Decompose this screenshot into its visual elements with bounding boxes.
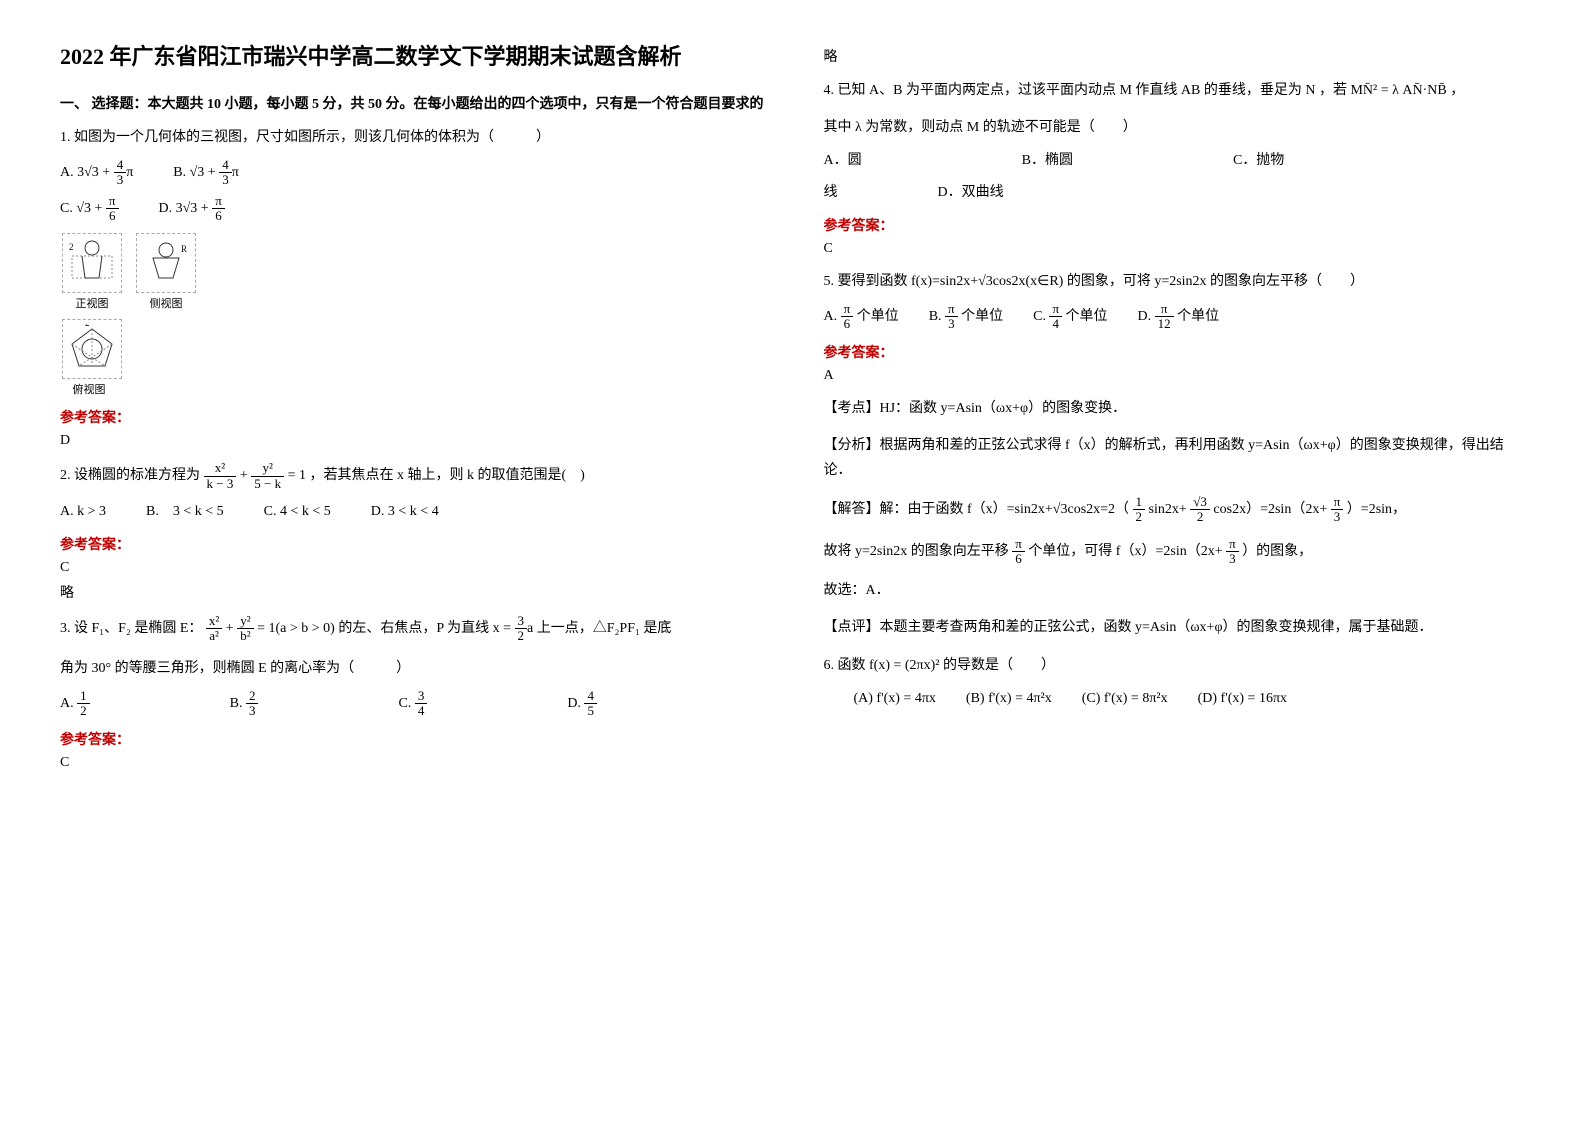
q6-opts: (A) f'(x) = 4πx (B) f'(x) = 4π²x (C) f'(… <box>824 686 1528 711</box>
q3-opts: A. 12 B. 23 C. 34 D. 45 <box>60 689 764 719</box>
q3-opt-a: A. 12 <box>60 689 90 719</box>
q3-suffix: 上一点，△F₂PF₁ 是底 <box>537 621 672 636</box>
q6-opt-b: (B) f'(x) = 4π²x <box>966 686 1052 711</box>
q1-ans: D <box>60 433 764 449</box>
q1-opt-b: B. √3 + 43π <box>173 158 239 188</box>
q4-line2: 其中 λ 为常数，则动点 M 的轨迹不可能是（ ） <box>824 115 1528 140</box>
q3-opt-c: C. 34 <box>398 689 427 719</box>
q3-formula2: x = 32a <box>493 614 534 644</box>
q3-mid: 的左、右焦点，P 为直线 <box>338 621 492 636</box>
q4-ans: C <box>824 241 1528 257</box>
svg-text:2: 2 <box>69 242 74 252</box>
q5-opt-d: D. π12 个单位 <box>1138 302 1220 332</box>
q4-opt-d: D．双曲线 <box>938 180 1004 205</box>
top-view-icon: 2 <box>62 319 122 379</box>
q5-ans: A <box>824 368 1528 384</box>
section-heading: 一、 选择题：本大题共 10 小题，每小题 5 分，共 50 分。在每小题给出的… <box>60 93 764 113</box>
q3-stem: 3. 设 F₁、F₂ 是椭圆 E： x²a² + y²b² = 1(a > b … <box>60 614 764 644</box>
q5-stem: 5. 要得到函数 f(x)=sin2x+√3cos2x(x∈R) 的图象，可将 … <box>824 269 1528 294</box>
q5-sol2: 【分析】根据两角和差的正弦公式求得 f（x）的解析式，再利用函数 y=Asin（… <box>824 433 1528 483</box>
q2-opt-a: A. k > 3 <box>60 499 106 524</box>
q5-opt-b: B. π3 个单位 <box>929 302 1003 332</box>
side-view-icon: R <box>136 233 196 293</box>
q6-opt-c: (C) f'(x) = 8π²x <box>1082 686 1168 711</box>
q1-diagrams: 2 正视图 R 侧视图 2 俯视图 <box>60 231 764 397</box>
q1-opt-a: A. 3√3 + 43π <box>60 158 133 188</box>
col2-note: 略 <box>824 46 1528 66</box>
q2-ans-label: 参考答案： <box>60 534 764 554</box>
q4-opt-a: A．圆 <box>824 148 862 173</box>
q5-sol3: 【解答】解：由于函数 f（x）=sin2x+√3cos2x=2（ 12 sin2… <box>824 495 1528 525</box>
q3-prefix: 3. 设 F₁、F₂ 是椭圆 E： <box>60 621 202 636</box>
q4-ans-label: 参考答案： <box>824 215 1528 235</box>
front-view-icon: 2 <box>62 233 122 293</box>
left-column: 2022 年广东省阳江市瑞兴中学高二数学文下学期期末试题含解析 一、 选择题：本… <box>60 40 764 1082</box>
q6-stem: 6. 函数 f(x) = (2πx)² 的导数是（ ） <box>824 653 1528 678</box>
front-view-label: 正视图 <box>60 295 124 311</box>
q3-opt-d: D. 45 <box>567 689 597 719</box>
top-view-label: 俯视图 <box>60 381 118 397</box>
q3-opt-b: B. 23 <box>230 689 259 719</box>
q1-opts: A. 3√3 + 43π B. √3 + 43π C. √3 + π6 D. 3… <box>60 158 764 223</box>
q2-ans: C <box>60 560 764 576</box>
q1-stem: 1. 如图为一个几何体的三视图，尺寸如图所示，则该几何体的体积为（ ） <box>60 125 764 150</box>
q3-ans-label: 参考答案： <box>60 729 764 749</box>
q1-ans-label: 参考答案： <box>60 407 764 427</box>
q1-opt-d: D. 3√3 + π6 <box>159 194 225 224</box>
page-title: 2022 年广东省阳江市瑞兴中学高二数学文下学期期末试题含解析 <box>60 40 764 73</box>
q5-opt-c: C. π4 个单位 <box>1033 302 1107 332</box>
side-view-label: 侧视图 <box>134 295 198 311</box>
q2-opt-b: B. 3 < k < 5 <box>146 499 224 524</box>
q6-opt-d: (D) f'(x) = 16πx <box>1198 686 1287 711</box>
q5-opt-a: A. π6 个单位 <box>824 302 899 332</box>
q4-opt-c2: 线 <box>824 180 838 205</box>
q2-opt-d: D. 3 < k < 4 <box>371 499 439 524</box>
q4-opt-c: C．抛物 <box>1233 148 1284 173</box>
q1-opt-c: C. √3 + π6 <box>60 194 119 224</box>
q4-opts: A．圆 B．椭圆 C．抛物 线 D．双曲线 <box>824 148 1528 204</box>
q3-stem2: 角为 30° 的等腰三角形，则椭圆 E 的离心率为（ ） <box>60 656 764 681</box>
right-column: 略 4. 已知 A、B 为平面内两定点，过该平面内动点 M 作直线 AB 的垂线… <box>824 40 1528 1082</box>
q2-prefix: 2. 设椭圆的标准方程为 <box>60 468 200 483</box>
q5-ans-label: 参考答案： <box>824 342 1528 362</box>
q3-ans: C <box>60 755 764 771</box>
q2-formula: x²k − 3 + y²5 − k = 1 <box>204 461 307 491</box>
q4-opt-b: B．椭圆 <box>1022 148 1073 173</box>
q2-note: 略 <box>60 582 764 602</box>
q2-opts: A. k > 3 B. 3 < k < 5 C. 4 < k < 5 D. 3 … <box>60 499 764 524</box>
q2-suffix: ，若其焦点在 x 轴上，则 k 的取值范围是( ) <box>310 468 585 483</box>
q4-line1: 4. 已知 A、B 为平面内两定点，过该平面内动点 M 作直线 AB 的垂线，垂… <box>824 78 1528 103</box>
q6-opt-a: (A) f'(x) = 4πx <box>854 686 936 711</box>
q5-sol4: 故将 y=2sin2x 的图象向左平移 π6 个单位，可得 f（x）=2sin（… <box>824 537 1528 567</box>
q2-opt-c: C. 4 < k < 5 <box>264 499 331 524</box>
q5-sol1: 【考点】HJ：函数 y=Asin（ωx+φ）的图象变换． <box>824 396 1528 421</box>
q2-stem: 2. 设椭圆的标准方程为 x²k − 3 + y²5 − k = 1 ，若其焦点… <box>60 461 764 491</box>
q3-formula: x²a² + y²b² = 1(a > b > 0) <box>206 614 335 644</box>
q5-sol5: 故选：A． <box>824 578 1528 603</box>
svg-text:2: 2 <box>85 324 90 328</box>
q5-opts: A. π6 个单位 B. π3 个单位 C. π4 个单位 D. π12 个单位 <box>824 302 1528 332</box>
svg-text:R: R <box>181 244 187 254</box>
q5-sol6: 【点评】本题主要考查两角和差的正弦公式，函数 y=Asin（ωx+φ）的图象变换… <box>824 615 1528 640</box>
